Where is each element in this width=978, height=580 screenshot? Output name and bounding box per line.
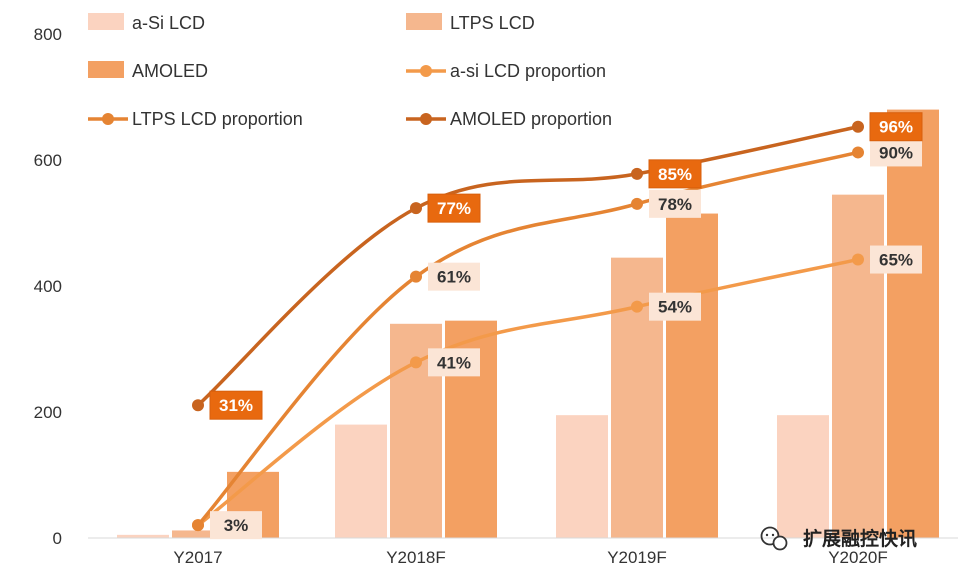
- bar: [777, 415, 829, 538]
- bar: [335, 424, 387, 538]
- data-label: 41%: [428, 348, 480, 377]
- data-label-box: [210, 511, 262, 540]
- series-line: [196, 125, 859, 407]
- data-point: [192, 399, 204, 412]
- legend-swatch: [88, 61, 124, 78]
- data-label-text: 3%: [224, 516, 249, 535]
- y-tick-label: 600: [34, 151, 62, 170]
- data-label: 54%: [649, 292, 701, 321]
- series-line: [196, 150, 859, 527]
- data-point: [631, 167, 643, 180]
- data-label-box: [649, 189, 701, 218]
- data-point: [852, 146, 864, 159]
- series-line: [196, 257, 859, 527]
- legend-entry: AMOLED: [88, 61, 208, 81]
- data-label: 85%: [648, 159, 702, 189]
- data-label-box: [648, 159, 702, 189]
- legend: a-Si LCD LTPS LCD AMOLED a-si LCD proportio…: [88, 13, 612, 129]
- x-tick-label: Y2018F: [386, 548, 446, 567]
- data-label-text: 65%: [879, 251, 913, 270]
- bar: [887, 109, 939, 538]
- bar: [172, 530, 224, 538]
- data-point: [410, 202, 422, 215]
- legend-entry: LTPS LCD proportion: [88, 109, 303, 129]
- data-label-text: 85%: [658, 165, 692, 184]
- data-label-box: [428, 348, 480, 377]
- bar: [556, 415, 608, 538]
- data-label-box: [870, 138, 922, 167]
- legend-label: AMOLED: [132, 61, 208, 81]
- legend-label: a-si LCD proportion: [450, 61, 606, 81]
- data-label-box: [428, 262, 480, 291]
- data-label-box: [427, 193, 481, 223]
- lines: [192, 120, 864, 532]
- x-tick-label: Y2017: [173, 548, 222, 567]
- legend-entry: a-Si LCD: [88, 13, 205, 33]
- watermark: 扩展融控快讯: [760, 526, 917, 551]
- bar: [117, 534, 169, 538]
- data-label-box: [649, 292, 701, 321]
- legend-label: LTPS LCD proportion: [132, 109, 303, 129]
- data-label-box: [869, 112, 923, 142]
- data-label: 65%: [870, 245, 922, 274]
- data-label: 90%: [870, 138, 922, 167]
- data-point: [852, 120, 864, 133]
- legend-label: LTPS LCD: [450, 13, 535, 33]
- x-tick-label: Y2020F: [828, 548, 888, 567]
- data-label-text: 96%: [879, 118, 913, 137]
- legend-swatch: [406, 13, 442, 30]
- y-tick-label: 200: [34, 403, 62, 422]
- data-label-text: 61%: [437, 268, 471, 287]
- x-tick-label: Y2019F: [607, 548, 667, 567]
- legend-marker: [102, 113, 114, 125]
- data-point: [410, 356, 422, 369]
- data-label: 3%: [210, 511, 262, 540]
- legend-marker: [420, 65, 432, 77]
- legend-marker: [420, 113, 432, 125]
- data-point: [631, 197, 643, 210]
- data-label-text: 77%: [437, 199, 471, 218]
- data-label: 61%: [428, 262, 480, 291]
- data-label-box: [870, 245, 922, 274]
- legend-entry: LTPS LCD: [406, 13, 535, 33]
- legend-swatch: [88, 13, 124, 30]
- data-label-box: [209, 390, 263, 420]
- watermark-text: 扩展融控快讯: [803, 527, 917, 550]
- data-point: [631, 300, 643, 313]
- x-axis: Y2017 Y2018F Y2019F Y2020F: [173, 548, 887, 567]
- data-label-text: 90%: [879, 143, 913, 162]
- y-tick-label: 400: [34, 277, 62, 296]
- legend-entry: a-si LCD proportion: [406, 61, 606, 81]
- legend-label: a-Si LCD: [132, 13, 205, 33]
- wechat-icon: [760, 526, 788, 551]
- data-label-text: 41%: [437, 353, 471, 372]
- data-label: 96%: [869, 112, 923, 142]
- data-labels: 3% 41% 54% 65% 61% 78% 90% 31% 77% 85% 96%: [209, 112, 923, 540]
- legend-label: AMOLED proportion: [450, 109, 612, 129]
- data-label: 77%: [427, 193, 481, 223]
- y-axis: 0 200 400 600 800: [34, 25, 62, 548]
- data-label: 78%: [649, 189, 701, 218]
- y-tick-label: 800: [34, 25, 62, 44]
- y-tick-label: 0: [53, 529, 62, 548]
- data-label-text: 31%: [219, 396, 253, 415]
- data-point: [410, 270, 422, 283]
- data-label-text: 54%: [658, 298, 692, 317]
- bar: [666, 213, 718, 539]
- data-point: [852, 253, 864, 266]
- data-label: 31%: [209, 390, 263, 420]
- data-label-text: 78%: [658, 195, 692, 214]
- data-point: [192, 519, 204, 532]
- legend-entry: AMOLED proportion: [406, 109, 612, 129]
